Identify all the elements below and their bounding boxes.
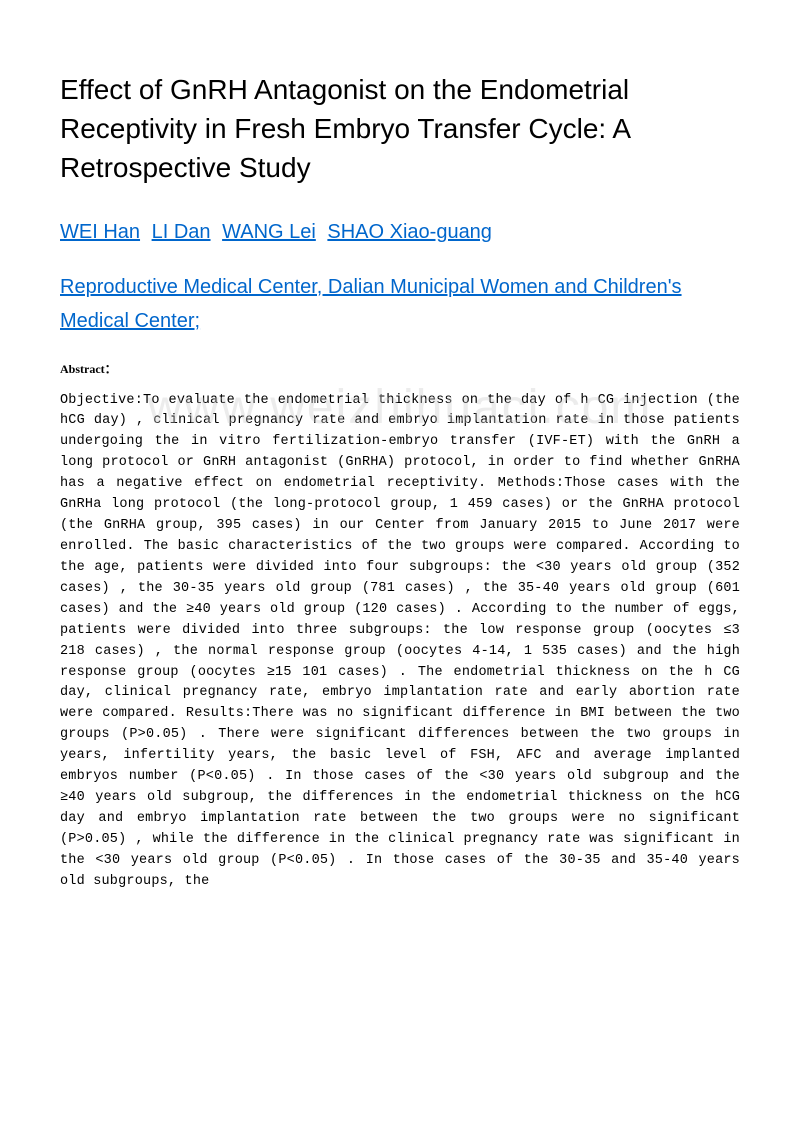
author-link[interactable]: WANG Lei bbox=[222, 221, 316, 243]
abstract-body: Objective:To evaluate the endometrial th… bbox=[60, 391, 740, 893]
authors-list: WEI Han LI Dan WANG Lei SHAO Xiao-guang bbox=[60, 216, 740, 248]
paper-title: Effect of GnRH Antagonist on the Endomet… bbox=[60, 70, 740, 188]
affiliation: Reproductive Medical Center, Dalian Muni… bbox=[60, 270, 740, 338]
abstract-label: Abstract： bbox=[60, 360, 740, 377]
author-link[interactable]: LI Dan bbox=[152, 221, 211, 243]
affiliation-link[interactable]: Reproductive Medical Center, Dalian Muni… bbox=[60, 276, 682, 332]
author-link[interactable]: SHAO Xiao-guang bbox=[327, 221, 492, 243]
author-link[interactable]: WEI Han bbox=[60, 221, 140, 243]
